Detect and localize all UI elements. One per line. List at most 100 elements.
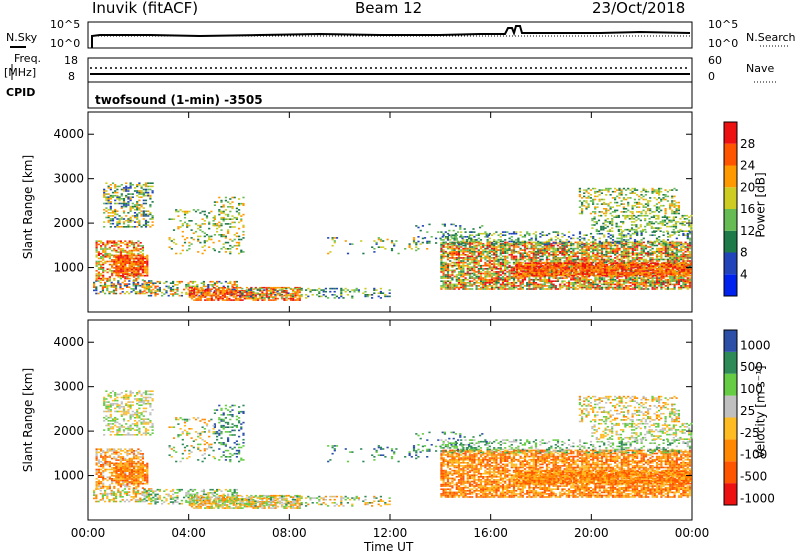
range-gate-cell bbox=[221, 299, 224, 301]
range-gate-cell bbox=[460, 280, 463, 282]
range-gate-cell bbox=[649, 241, 652, 244]
range-gate-cell bbox=[506, 257, 509, 259]
range-gate-cell bbox=[515, 285, 518, 287]
range-gate-cell bbox=[473, 261, 476, 264]
range-gate-cell bbox=[682, 280, 685, 282]
range-gate-cell bbox=[610, 268, 613, 271]
range-gate-cell bbox=[565, 286, 568, 289]
range-gate-cell bbox=[647, 261, 650, 264]
range-gate-cell bbox=[212, 294, 216, 297]
range-gate-cell bbox=[623, 273, 626, 275]
range-gate-cell bbox=[102, 251, 105, 253]
range-gate-cell bbox=[252, 294, 255, 296]
range-gate-cell bbox=[554, 255, 557, 258]
range-gate-cell bbox=[100, 273, 103, 275]
range-gate-cell bbox=[122, 276, 125, 278]
range-gate-cell bbox=[382, 246, 385, 248]
range-gate-cell bbox=[651, 288, 654, 290]
range-gate-cell bbox=[142, 202, 145, 205]
range-gate-cell bbox=[289, 296, 293, 298]
range-gate-cell bbox=[468, 285, 472, 287]
range-gate-cell bbox=[653, 250, 656, 253]
range-gate-cell bbox=[276, 293, 279, 295]
range-gate-cell bbox=[272, 296, 275, 298]
range-gate-cell bbox=[542, 270, 545, 272]
range-gate-cell bbox=[466, 254, 469, 256]
range-gate-cell bbox=[501, 278, 505, 281]
range-gate-cell bbox=[521, 261, 524, 264]
range-gate-cell bbox=[631, 288, 634, 290]
range-gate-cell bbox=[621, 264, 624, 266]
range-gate-cell bbox=[440, 258, 443, 261]
range-gate-cell bbox=[108, 268, 111, 270]
range-gate-cell bbox=[147, 215, 150, 217]
range-gate-cell bbox=[588, 270, 591, 272]
range-gate-cell bbox=[197, 251, 200, 253]
range-gate-cell bbox=[109, 226, 112, 228]
range-gate-cell bbox=[501, 263, 505, 265]
range-gate-cell bbox=[464, 274, 467, 276]
range-gate-cell bbox=[115, 274, 118, 277]
range-gate-cell bbox=[647, 246, 650, 248]
range-gate-cell bbox=[617, 271, 620, 274]
range-gate-cell bbox=[97, 257, 100, 260]
range-gate-cell bbox=[581, 271, 584, 274]
range-gate-cell bbox=[601, 270, 604, 272]
range-gate-cell bbox=[607, 288, 610, 290]
range-gate-cell bbox=[493, 278, 496, 281]
range-gate-cell bbox=[595, 270, 598, 272]
range-gate-cell bbox=[100, 274, 103, 277]
range-gate-cell bbox=[106, 279, 109, 281]
range-gate-cell bbox=[642, 249, 645, 251]
range-gate-cell bbox=[267, 293, 271, 295]
range-gate-cell bbox=[677, 283, 681, 286]
range-gate-cell bbox=[128, 268, 131, 271]
range-gate-cell bbox=[627, 277, 630, 279]
range-gate-cell bbox=[620, 275, 623, 278]
range-gate-cell bbox=[572, 244, 575, 247]
range-gate-cell bbox=[512, 275, 516, 278]
range-gate-cell bbox=[533, 274, 536, 277]
range-gate-cell bbox=[658, 260, 661, 262]
range-gate-cell bbox=[139, 273, 142, 275]
range-gate-cell bbox=[633, 286, 637, 289]
range-gate-cell bbox=[106, 240, 109, 242]
range-gate-cell bbox=[395, 240, 398, 242]
range-gate-cell bbox=[144, 257, 147, 260]
range-gate-cell bbox=[575, 270, 578, 272]
range-gate-cell bbox=[658, 282, 661, 284]
range-gate-cell bbox=[375, 241, 378, 244]
range-gate-cell bbox=[594, 283, 597, 286]
range-gate-cell bbox=[479, 246, 483, 248]
range-gate-cell bbox=[136, 191, 139, 194]
range-gate-cell bbox=[587, 278, 590, 281]
range-gate-cell bbox=[486, 244, 489, 247]
range-gate-cell bbox=[471, 249, 474, 251]
range-gate-cell bbox=[559, 264, 562, 266]
range-gate-cell bbox=[197, 238, 200, 241]
range-gate-cell bbox=[508, 277, 511, 279]
range-gate-cell bbox=[475, 275, 478, 278]
range-gate-cell bbox=[482, 250, 485, 253]
range-gate-cell bbox=[127, 221, 130, 223]
range-gate-cell bbox=[603, 267, 606, 269]
range-gate-cell bbox=[451, 257, 454, 259]
range-gate-cell bbox=[673, 278, 676, 281]
range-gate-cell bbox=[138, 207, 141, 209]
range-gate-cell bbox=[128, 283, 131, 285]
range-gate-cell bbox=[627, 257, 630, 259]
range-gate-cell bbox=[460, 261, 463, 264]
range-gate-cell bbox=[647, 269, 650, 272]
range-gate-cell bbox=[627, 255, 630, 258]
range-gate-cell bbox=[379, 240, 383, 242]
range-gate-cell bbox=[203, 220, 206, 222]
range-gate-cell bbox=[147, 191, 150, 194]
range-gate-cell bbox=[408, 244, 411, 247]
range-gate-cell bbox=[523, 255, 527, 258]
range-gate-cell bbox=[633, 278, 637, 281]
range-gate-cell bbox=[471, 285, 474, 287]
range-gate-cell bbox=[671, 280, 674, 282]
range-gate-cell bbox=[596, 244, 599, 247]
range-gate-cell bbox=[484, 282, 487, 284]
range-gate-cell bbox=[542, 274, 545, 277]
